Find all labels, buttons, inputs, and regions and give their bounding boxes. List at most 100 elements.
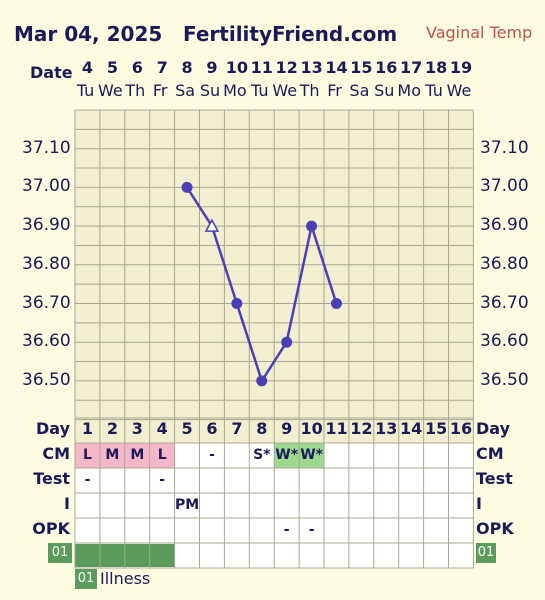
y-label-right: 37.10 xyxy=(480,137,529,158)
cm-cell[interactable]: S* xyxy=(253,447,271,463)
temp-mode: Vaginal Temp xyxy=(426,23,533,42)
date-number: 9 xyxy=(206,58,218,77)
y-label-left: 36.90 xyxy=(22,215,71,236)
cycle-day-number[interactable]: 14 xyxy=(400,419,423,438)
day-row-label: Day xyxy=(35,419,70,438)
chart-date: Mar 04, 2025 xyxy=(14,22,163,46)
temperature-point-excluded xyxy=(204,218,220,232)
cm-cell-fill xyxy=(299,443,324,468)
cycle-day-number[interactable]: 9 xyxy=(281,419,293,438)
cycle-day-number[interactable]: 5 xyxy=(181,419,193,438)
cm-cell[interactable]: - xyxy=(209,447,215,463)
cycle-day-number[interactable]: 7 xyxy=(231,419,243,438)
opk-cell[interactable]: - xyxy=(283,522,290,538)
day-of-week: Tu xyxy=(251,81,269,100)
date-number: 12 xyxy=(275,58,298,77)
cm-cell-fill xyxy=(124,443,150,468)
cm-cell[interactable]: L xyxy=(157,447,167,463)
cm-cell-fill xyxy=(99,443,125,468)
date-number: 13 xyxy=(300,58,323,77)
y-label-right: 36.70 xyxy=(480,292,529,313)
y-label-left: 36.70 xyxy=(22,292,71,313)
date-number: 19 xyxy=(449,58,473,77)
cm-cell[interactable]: W* xyxy=(275,447,299,463)
date-number: 4 xyxy=(81,58,94,77)
opk-cell[interactable]: - xyxy=(308,522,315,538)
y-label-left: 37.10 xyxy=(22,137,71,158)
date-number: 6 xyxy=(131,58,143,77)
cycle-day-number[interactable]: 13 xyxy=(375,419,398,438)
date-number: 14 xyxy=(325,58,348,77)
illness-badge-left: 01 xyxy=(48,543,72,563)
date-number: 10 xyxy=(225,58,249,77)
illness-badge-right: 01 xyxy=(476,543,496,563)
y-label-right: 36.90 xyxy=(480,215,529,236)
opk-row-label-right: OPK xyxy=(476,519,514,538)
date-number: 7 xyxy=(156,58,168,77)
cycle-day-number[interactable]: 16 xyxy=(449,419,473,438)
cycle-day-number[interactable]: 1 xyxy=(81,419,94,438)
y-label-left: 36.60 xyxy=(22,331,71,352)
cm-cell[interactable]: L xyxy=(83,447,92,463)
day-of-week: Fr xyxy=(152,81,168,100)
cycle-day-number[interactable]: 10 xyxy=(300,419,323,438)
day-of-week: Tu xyxy=(425,81,443,100)
test-row-label-right: Test xyxy=(476,469,513,488)
y-label-right: 37.00 xyxy=(480,176,529,197)
day-of-week: Sa xyxy=(175,81,196,100)
y-label-left: 36.50 xyxy=(22,369,71,390)
day-of-week: Mo xyxy=(223,81,247,100)
y-label-right: 36.80 xyxy=(480,253,529,274)
test-cell[interactable]: - xyxy=(84,472,91,488)
date-number: 16 xyxy=(375,58,398,77)
cm-cell-fill xyxy=(274,443,300,468)
day-of-week: We xyxy=(98,81,123,100)
date-number: 18 xyxy=(424,58,448,77)
cycle-day-number[interactable]: 4 xyxy=(156,419,168,438)
cycle-day-number[interactable]: 15 xyxy=(424,419,448,438)
test-cell[interactable]: - xyxy=(159,472,166,488)
y-label-right: 36.60 xyxy=(480,331,529,352)
date-number: 17 xyxy=(400,58,423,77)
test-row-label: Test xyxy=(33,469,70,488)
day-of-week: Mo xyxy=(397,81,421,100)
cm-row-label: CM xyxy=(42,444,70,463)
temperature-point xyxy=(231,298,243,309)
day-of-week: We xyxy=(446,81,472,100)
temperature-point xyxy=(181,181,193,193)
cycle-day-number[interactable]: 3 xyxy=(131,419,143,438)
date-number: 5 xyxy=(106,58,118,77)
temperature-point xyxy=(281,336,293,348)
cycle-day-number[interactable]: 11 xyxy=(325,419,348,438)
cycle-day-number[interactable]: 6 xyxy=(206,419,218,438)
i-row-label-right: I xyxy=(476,494,482,513)
day-of-week: Su xyxy=(374,81,395,100)
temperature-point xyxy=(330,298,342,309)
cm-row-label-right: CM xyxy=(476,444,504,463)
y-label-right: 36.50 xyxy=(480,369,529,390)
y-label-left: 37.00 xyxy=(22,176,71,197)
day-row-label-right: Day xyxy=(476,419,511,438)
day-of-week: Su xyxy=(199,81,221,100)
cycle-day-number[interactable]: 8 xyxy=(256,419,268,438)
illness-label: Illness xyxy=(100,569,151,588)
date-number: 8 xyxy=(181,58,193,77)
cm-cell[interactable]: W* xyxy=(300,447,323,463)
temperature-point xyxy=(306,220,318,232)
cycle-day-number[interactable]: 2 xyxy=(106,419,118,438)
cm-cell[interactable]: M xyxy=(130,447,145,463)
site-name: FertilityFriend.com xyxy=(183,22,398,46)
cm-cell-fill xyxy=(75,443,100,468)
date-number: 15 xyxy=(350,58,373,77)
cm-cell[interactable]: M xyxy=(105,447,120,463)
date-row-label: Date xyxy=(30,63,73,82)
date-number: 11 xyxy=(250,58,273,77)
y-label-left: 36.80 xyxy=(22,253,71,274)
day-of-week: Th xyxy=(125,81,146,100)
i-row-label: I xyxy=(64,494,70,513)
cm-cell-fill xyxy=(149,443,175,468)
intercourse-cell[interactable]: PM xyxy=(174,497,200,513)
day-of-week: Th xyxy=(299,81,320,100)
cycle-day-number[interactable]: 12 xyxy=(350,419,373,438)
